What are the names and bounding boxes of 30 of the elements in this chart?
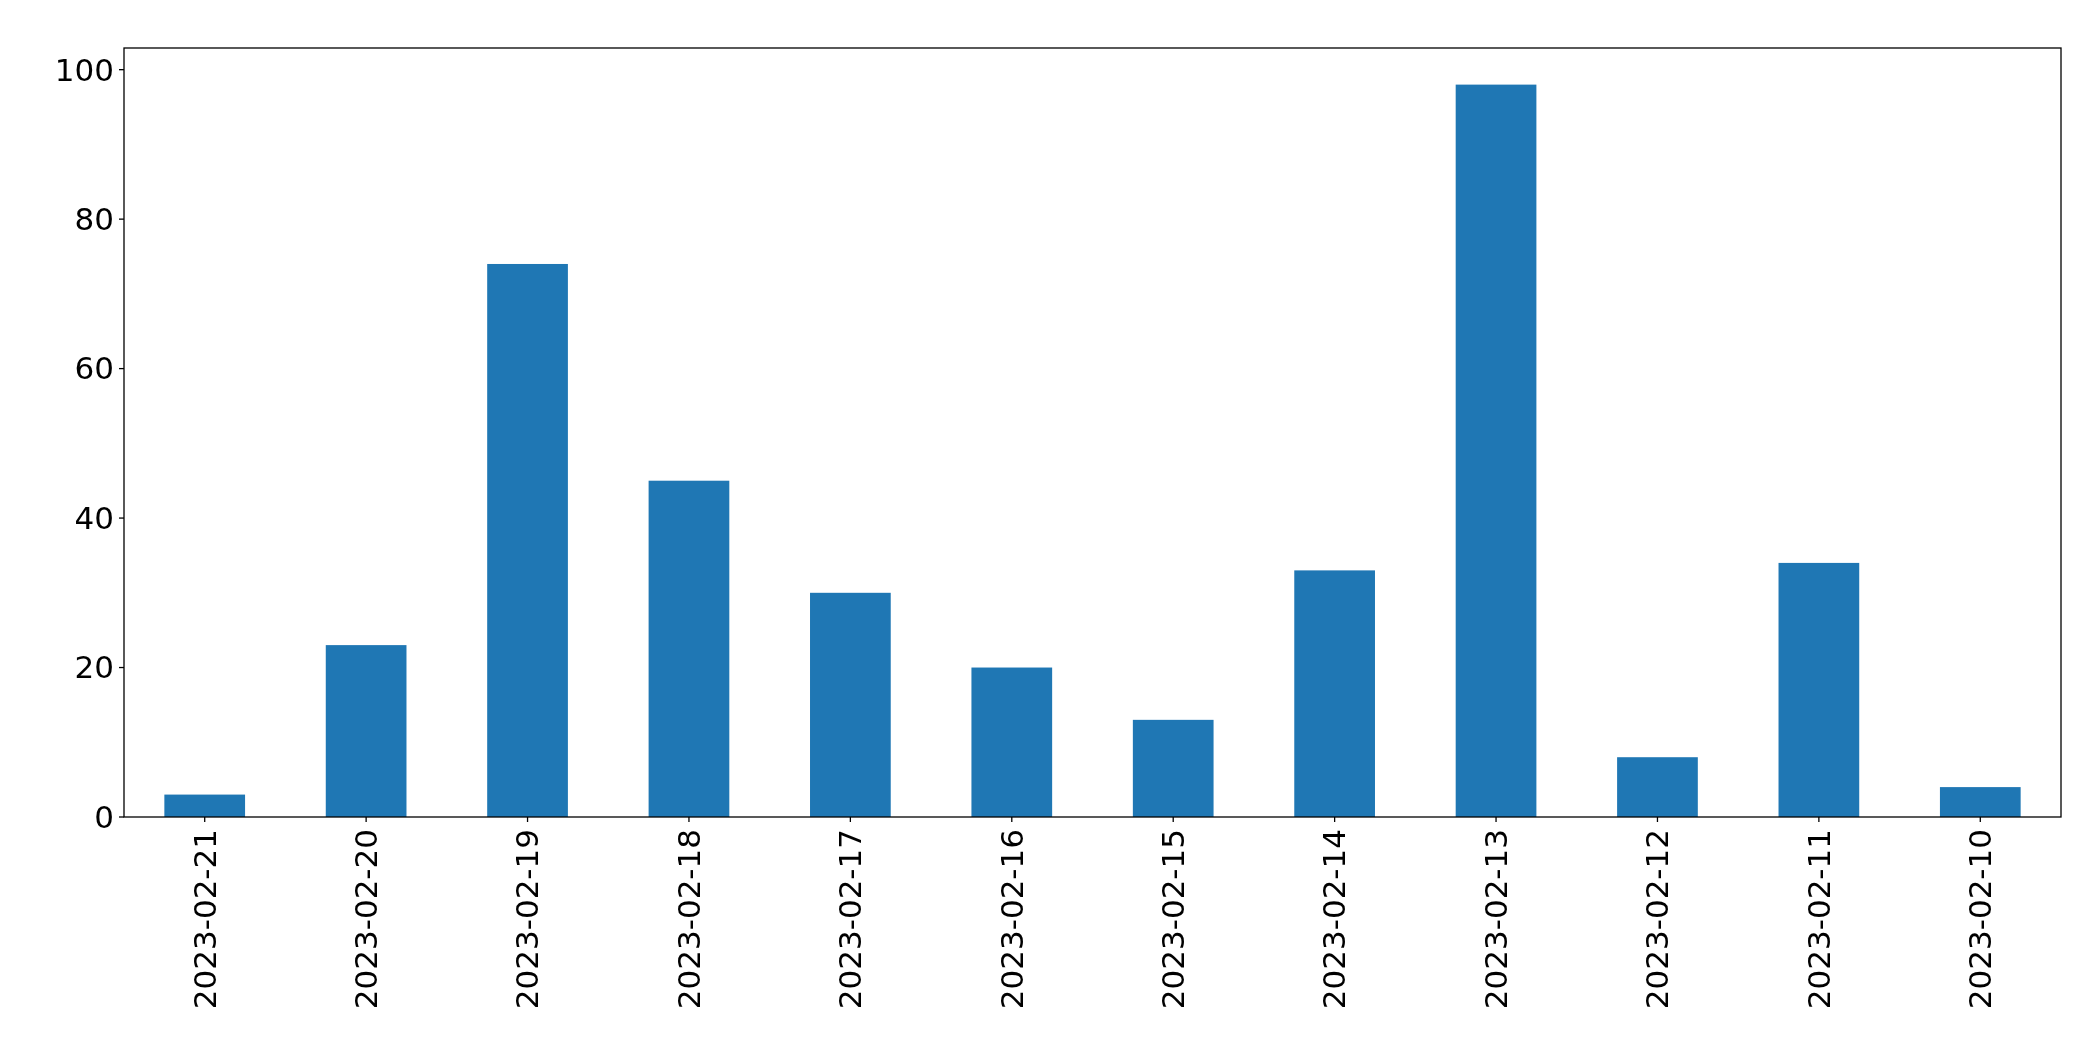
x-tick-label: 2023-02-20 (347, 829, 384, 1010)
bar (164, 794, 246, 817)
x-tick-label: 2023-02-11 (1800, 829, 1837, 1010)
bar (325, 645, 407, 817)
bar (1778, 562, 1860, 817)
y-tick-label: 20 (74, 649, 114, 686)
bar (648, 480, 730, 817)
bar (1617, 757, 1698, 817)
y-tick-label: 40 (74, 499, 114, 536)
bar (1455, 84, 1537, 817)
bar (1294, 570, 1375, 817)
x-tick-label: 2023-02-16 (993, 829, 1030, 1010)
bar (487, 263, 568, 817)
x-tick-label: 2023-02-13 (1477, 829, 1514, 1010)
x-tick-label: 2023-02-18 (670, 829, 707, 1010)
x-tick-label: 2023-02-17 (832, 829, 869, 1010)
y-tick-label: 0 (94, 798, 114, 835)
x-tick-label: 2023-02-12 (1639, 829, 1676, 1010)
x-tick-label: 2023-02-15 (1155, 829, 1192, 1010)
y-tick-label: 80 (74, 200, 114, 237)
y-tick-label: 60 (74, 350, 114, 387)
bar (971, 667, 1053, 817)
x-tick-label: 2023-02-21 (186, 829, 223, 1010)
x-tick-label: 2023-02-10 (1962, 829, 1999, 1010)
y-tick-label: 100 (54, 51, 114, 88)
x-tick-label: 2023-02-19 (509, 829, 546, 1010)
bar (810, 592, 891, 817)
bar (1132, 719, 1214, 817)
x-tick-label: 2023-02-14 (1316, 829, 1353, 1010)
bar (1939, 787, 2021, 817)
